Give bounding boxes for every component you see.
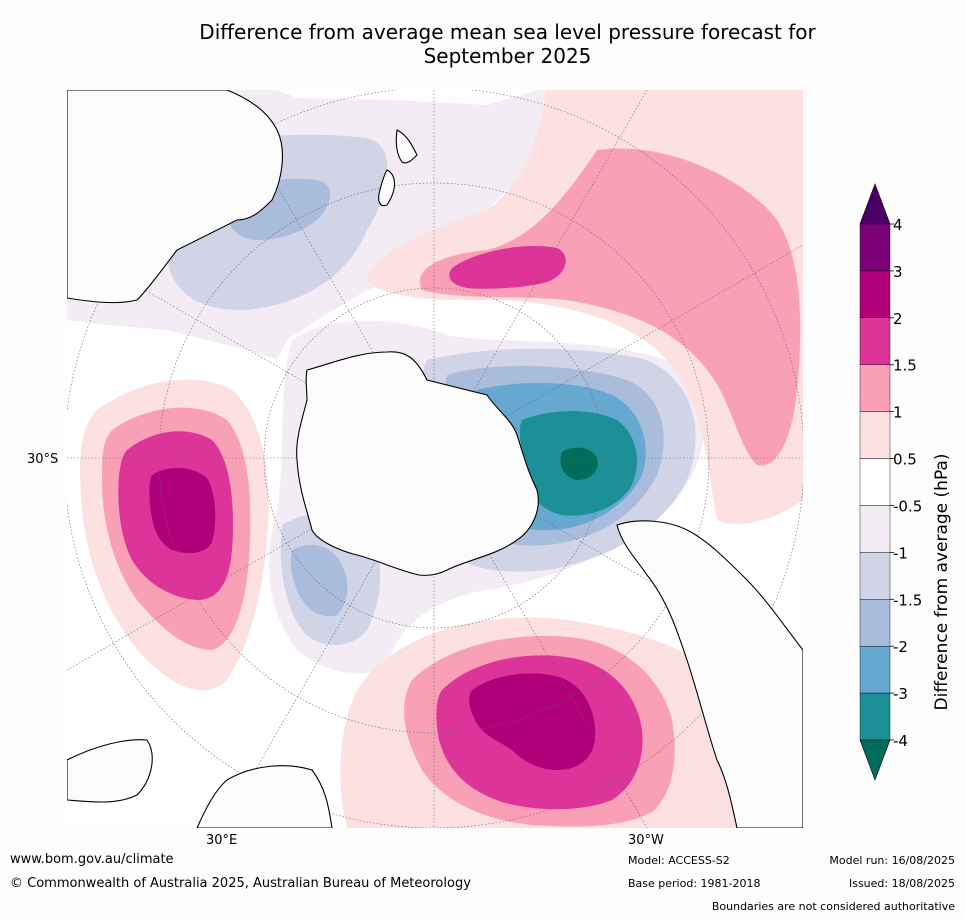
copyright-text: © Commonwealth of Australia 2025, Austra… bbox=[10, 876, 471, 891]
colorbar-swatch bbox=[859, 270, 891, 319]
coastlines bbox=[67, 90, 803, 828]
colorbar-swatches bbox=[859, 183, 891, 781]
colorbar-swatch bbox=[859, 599, 891, 647]
colorbar-tick-label: 1.5 bbox=[893, 357, 917, 375]
new-zealand-coast bbox=[395, 129, 418, 164]
colorbar-tick-label: -3 bbox=[893, 685, 908, 703]
website-text: www.bom.gov.au/climate bbox=[10, 852, 174, 867]
chart-title: Difference from average mean sea level p… bbox=[0, 20, 965, 68]
colorbar-swatch bbox=[859, 552, 891, 600]
colorbar-swatch bbox=[859, 505, 891, 553]
model-text: Model: ACCESS-S2 bbox=[628, 854, 730, 867]
colorbar-ticks: 4 3 2 1.5 1 0.5 -0.5 -1 -1.5 -2 -3 -4 bbox=[890, 216, 922, 750]
colorbar-swatch bbox=[859, 364, 891, 412]
title-line-1: Difference from average mean sea level p… bbox=[199, 20, 816, 44]
label-30S: 30°S bbox=[27, 452, 59, 467]
colorbar-tick-label: -0.5 bbox=[893, 497, 922, 515]
anomaly-map bbox=[67, 90, 803, 828]
colorbar-extend-bottom bbox=[859, 739, 891, 781]
colorbar-tick-label: 4 bbox=[893, 216, 903, 234]
colorbar-swatch bbox=[859, 317, 891, 365]
colorbar-tick-label: 3 bbox=[893, 263, 903, 281]
colorbar-tick-label: 2 bbox=[893, 310, 903, 328]
issued-text: Issued: 18/08/2025 bbox=[848, 877, 955, 890]
new-zealand-south bbox=[378, 169, 396, 207]
colorbar-label: Difference from average (hPa) bbox=[932, 454, 952, 711]
australia-coast bbox=[67, 90, 283, 304]
colorbar-swatch bbox=[859, 411, 891, 459]
label-30W: 30°W bbox=[628, 833, 664, 848]
antarctica-coast bbox=[296, 351, 539, 576]
colorbar-swatch bbox=[859, 458, 891, 506]
model-run-text: Model run: 16/08/2025 bbox=[829, 854, 955, 867]
colorbar-extend-top bbox=[859, 183, 891, 225]
colorbar-swatch bbox=[859, 692, 891, 741]
positive-anomaly-regions bbox=[80, 90, 803, 828]
southern-africa-coast bbox=[196, 765, 333, 828]
africa-coast bbox=[67, 739, 153, 803]
colorbar-tick-label: 1 bbox=[893, 404, 903, 422]
south-america-coast bbox=[616, 520, 803, 828]
label-30E: 30°E bbox=[206, 833, 238, 848]
colorbar-tick-label: 0.5 bbox=[893, 451, 917, 469]
colorbar-swatch bbox=[859, 645, 891, 694]
disclaimer-text: Boundaries are not considered authoritat… bbox=[711, 900, 955, 913]
colorbar: 4 3 2 1.5 1 0.5 -0.5 -1 -1.5 -2 -3 -4 Difference fr… bbox=[859, 183, 952, 781]
colorbar-swatch bbox=[859, 223, 891, 272]
colorbar-tick-label: -4 bbox=[893, 732, 908, 750]
colorbar-tick-label: -2 bbox=[893, 638, 908, 656]
colorbar-tick-label: -1.5 bbox=[893, 591, 922, 609]
base-period-text: Base period: 1981-2018 bbox=[628, 877, 761, 890]
colorbar-tick-label: -1 bbox=[893, 544, 908, 562]
title-line-2: September 2025 bbox=[423, 44, 592, 68]
